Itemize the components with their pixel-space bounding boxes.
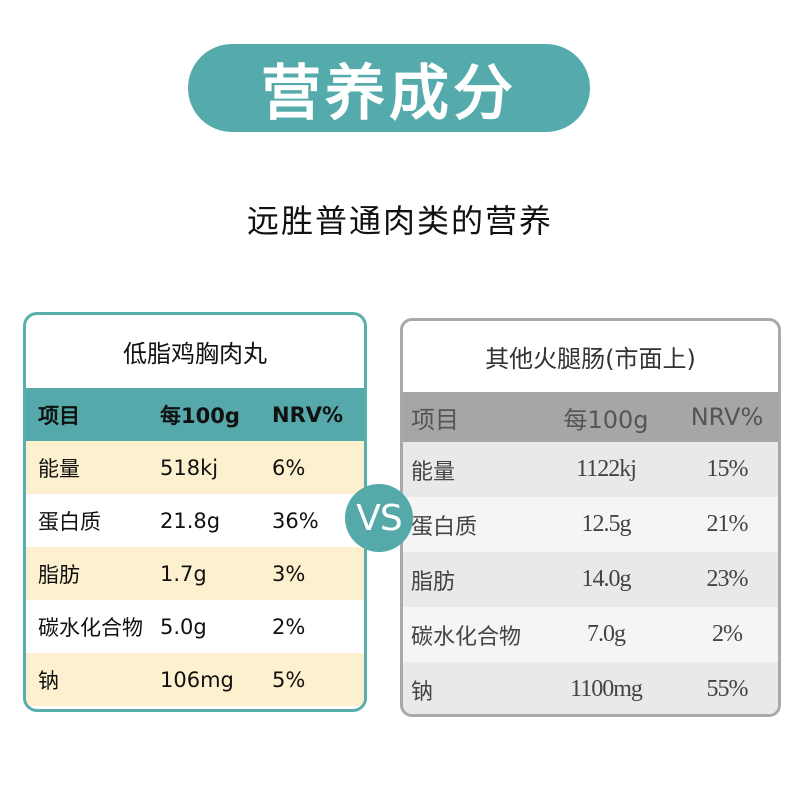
table-row: 碳水化合物 7.0g 2% — [403, 607, 778, 662]
nutrient-amount: 1100mg — [570, 676, 643, 702]
column-header-item: 项目 — [411, 405, 459, 434]
table-row: 蛋白质 12.5g 21% — [403, 497, 778, 552]
page-title: 营养成分 — [261, 58, 517, 129]
nutrient-nrv: 36% — [272, 508, 319, 533]
nutrient-name: 脂肪 — [38, 562, 80, 587]
nutrient-amount: 14.0g — [581, 566, 632, 592]
nutrient-nrv: 2% — [712, 621, 743, 647]
nutrient-name: 钠 — [38, 668, 59, 693]
table-row: 脂肪 1.7g 3% — [26, 547, 364, 600]
column-header-nrv: NRV% — [690, 403, 764, 431]
nutrient-nrv: 21% — [706, 511, 749, 537]
nutrient-name: 脂肪 — [411, 569, 456, 595]
column-header-nrv: NRV% — [272, 402, 344, 427]
table-header-row: 项目 每100g NRV% — [26, 388, 364, 441]
nutrient-name: 蛋白质 — [38, 509, 101, 534]
nutrient-amount: 518kj — [160, 455, 219, 480]
nutrient-amount: 21.8g — [160, 508, 221, 533]
nutrient-name: 钠 — [411, 679, 434, 705]
vs-badge: VS — [345, 484, 413, 552]
table-row: 能量 518kj 6% — [26, 441, 364, 494]
table-row: 蛋白质 21.8g 36% — [26, 494, 364, 547]
nutrient-nrv: 55% — [706, 676, 749, 702]
competitor-nutrition-table: 其他火腿肠(市面上) 项目 每100g NRV% 能量 1122kj 15% 蛋… — [400, 318, 781, 717]
column-header-per100g: 每100g — [563, 405, 649, 434]
subtitle: 远胜普通肉类的营养 — [246, 202, 553, 240]
table-row: 钠 1100mg 55% — [403, 662, 778, 714]
nutrient-nrv: 3% — [272, 561, 306, 586]
column-header-item: 项目 — [38, 403, 80, 428]
nutrient-amount: 1.7g — [160, 561, 207, 586]
table-title: 其他火腿肠(市面上) — [485, 345, 696, 373]
title-banner: 营养成分 — [188, 44, 590, 132]
table-header-row: 项目 每100g NRV% — [403, 392, 778, 442]
nutrient-nrv: 6% — [272, 455, 306, 480]
nutrient-nrv: 15% — [706, 456, 749, 482]
nutrient-amount: 7.0g — [587, 621, 626, 647]
table-row: 碳水化合物 5.0g 2% — [26, 600, 364, 653]
table-row: 钠 106mg 5% — [26, 653, 364, 706]
nutrient-amount: 12.5g — [581, 511, 632, 537]
nutrient-nrv: 23% — [706, 566, 749, 592]
nutrient-amount: 1122kj — [576, 456, 637, 482]
table-row: 能量 1122kj 15% — [403, 442, 778, 497]
nutrient-amount: 106mg — [160, 667, 234, 692]
table-title: 低脂鸡胸肉丸 — [123, 340, 267, 368]
table-row: 脂肪 14.0g 23% — [403, 552, 778, 607]
nutrient-nrv: 2% — [272, 614, 306, 639]
column-header-per100g: 每100g — [160, 403, 240, 428]
nutrient-name: 蛋白质 — [411, 514, 478, 540]
nutrient-name: 能量 — [38, 456, 80, 481]
product-nutrition-table: 低脂鸡胸肉丸 项目 每100g NRV% 能量 518kj 6% 蛋白质 21.… — [23, 312, 367, 712]
nutrient-nrv: 5% — [272, 667, 306, 692]
nutrient-name: 碳水化合物 — [38, 615, 143, 640]
nutrient-name: 碳水化合物 — [411, 624, 522, 650]
nutrient-amount: 5.0g — [160, 614, 207, 639]
nutrient-name: 能量 — [411, 459, 456, 485]
